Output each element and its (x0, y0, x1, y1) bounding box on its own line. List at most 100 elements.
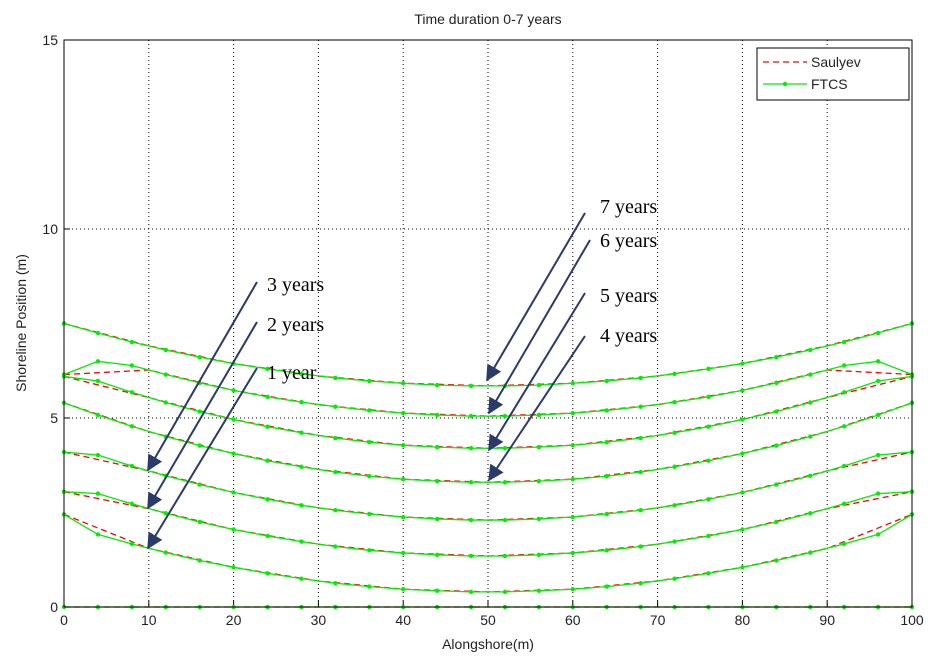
data-point (774, 443, 779, 448)
data-point (570, 443, 575, 448)
data-point (129, 363, 135, 368)
data-point (740, 451, 745, 456)
x-axis-label: Alongshore(m) (442, 636, 534, 652)
data-point (197, 409, 202, 414)
data-point (638, 435, 643, 441)
x-tick-label: 100 (900, 612, 924, 628)
data-point (401, 587, 406, 592)
data-point (401, 381, 406, 386)
x-tick-label: 90 (819, 612, 835, 628)
legend-label: FTCS (811, 76, 848, 92)
data-point (875, 330, 881, 336)
data-point (401, 477, 406, 482)
data-point (774, 354, 779, 360)
annotation: 5 years (600, 285, 657, 307)
data-point (299, 399, 304, 405)
data-point (604, 439, 609, 445)
data-point (401, 550, 406, 556)
data-point (468, 383, 474, 389)
data-point (570, 410, 575, 416)
data-point (333, 404, 338, 409)
data-point (808, 550, 813, 555)
data-point (740, 565, 745, 570)
annotation-arrow (488, 292, 586, 452)
annotation-arrow (486, 212, 586, 382)
x-tick-label: 0 (60, 612, 68, 628)
data-point (367, 548, 372, 553)
data-point (740, 490, 745, 495)
annotation: 6 years (600, 230, 657, 252)
data-point (604, 474, 609, 479)
data-point (129, 463, 135, 469)
data-point (875, 378, 881, 384)
data-point (333, 544, 338, 549)
data-point (333, 469, 338, 475)
x-tick-label: 40 (395, 612, 411, 628)
data-point (774, 558, 779, 563)
annotation: 7 years (600, 196, 657, 218)
data-point (401, 410, 406, 416)
data-point (434, 412, 440, 418)
annotation-arrow (147, 367, 258, 550)
data-point (333, 435, 338, 441)
data-point (570, 514, 575, 520)
data-point (638, 404, 643, 409)
data-point (638, 544, 643, 549)
data-point (265, 458, 270, 463)
x-tick-label: 80 (735, 612, 751, 628)
data-point (231, 451, 236, 456)
data-point (265, 366, 270, 372)
data-point (163, 550, 168, 555)
data-point (95, 532, 101, 537)
data-point (231, 388, 236, 393)
data-point (434, 478, 440, 484)
data-point (604, 548, 609, 553)
data-point (706, 394, 711, 400)
data-point (197, 354, 202, 360)
data-point (434, 444, 440, 450)
data-point (163, 511, 168, 516)
annotation-arrow (488, 335, 586, 482)
legend-label: Saulyev (811, 54, 861, 70)
series-line (63, 402, 913, 483)
data-point (265, 571, 270, 576)
data-point (231, 565, 236, 570)
data-point (875, 452, 881, 458)
data-point (367, 378, 372, 384)
data-point (570, 587, 575, 592)
data-point (774, 409, 779, 414)
data-point (367, 584, 372, 589)
data-point (706, 533, 711, 539)
y-tick-label: 0 (50, 599, 58, 615)
data-point (638, 508, 643, 513)
data-point (163, 347, 168, 353)
data-point (672, 399, 677, 405)
series-line (63, 451, 913, 521)
data-point (875, 412, 881, 418)
data-point (808, 372, 813, 377)
data-point (434, 552, 440, 558)
data-point (299, 576, 304, 581)
series-line (63, 491, 913, 557)
data-point (808, 400, 813, 405)
data-point (841, 339, 847, 345)
data-point (299, 539, 304, 544)
data-point (468, 517, 474, 523)
data-point (774, 519, 779, 525)
data-point (502, 517, 508, 523)
annotation: 3 years (267, 274, 324, 296)
data-point (95, 359, 101, 364)
data-point (299, 503, 304, 508)
data-point (638, 580, 643, 586)
data-point (333, 580, 338, 586)
data-point (197, 519, 202, 525)
data-point (468, 413, 474, 419)
data-point (197, 482, 202, 487)
data-point (570, 381, 575, 386)
data-point (706, 458, 711, 463)
data-point (401, 443, 406, 448)
data-point (536, 588, 542, 593)
x-tick-label: 30 (311, 612, 327, 628)
data-point (841, 501, 847, 507)
data-point (875, 491, 881, 496)
